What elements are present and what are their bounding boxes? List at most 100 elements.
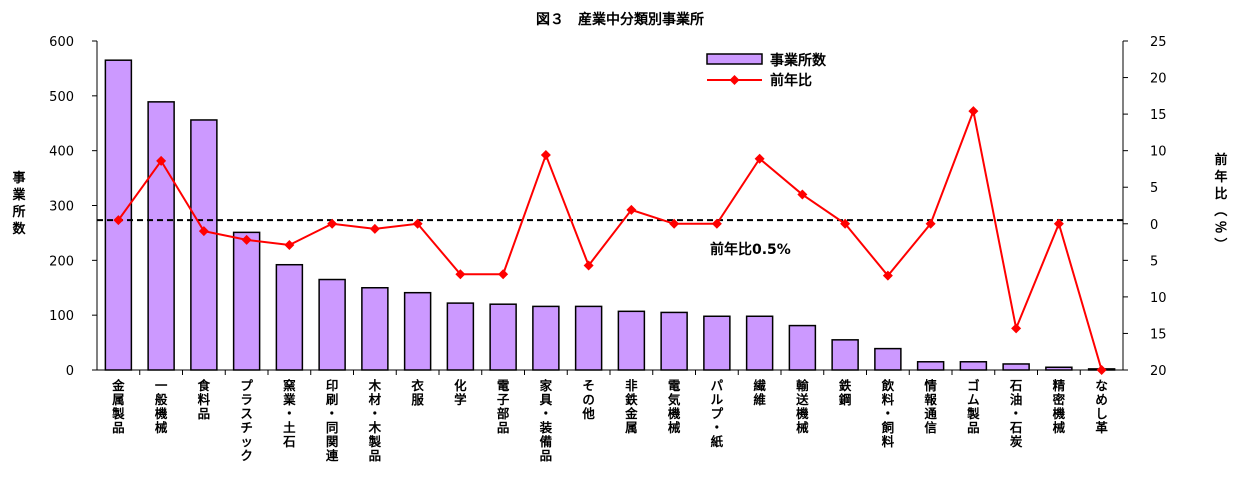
category-label-char: 部: [497, 406, 510, 421]
category-label-char: プ: [240, 378, 253, 393]
category-label-char: 木: [368, 420, 382, 435]
category-label-char: 属: [112, 392, 125, 407]
legend-label-bars: 事業所数: [770, 52, 827, 69]
right-tick-label: 10: [1150, 291, 1167, 306]
category-label-char: 密: [1052, 392, 1066, 407]
left-axis-label-char: 事: [12, 170, 25, 186]
category-label-char: 刷: [326, 392, 339, 407]
category-label-char: 品: [497, 420, 510, 435]
reference-line-group: 前年比0.5%: [97, 219, 1123, 258]
left-axis-label-char: 数: [12, 221, 26, 237]
line-point: [626, 204, 637, 215]
chart-title: 図３ 産業中分類別事業所: [536, 11, 704, 28]
category-label-char: 石: [282, 434, 296, 449]
left-tick-label: 200: [49, 254, 74, 269]
right-tick-label: 15: [1150, 108, 1167, 123]
category-label-char: 化: [454, 378, 467, 393]
category-label-char: 信: [924, 420, 937, 435]
line-point: [1053, 218, 1064, 229]
category-label-char: チ: [240, 420, 253, 435]
right-axis-label-char: 前: [1214, 152, 1227, 168]
category-label-char: 革: [1095, 420, 1108, 435]
category-label: 家具・装備品: [538, 378, 553, 463]
right-tick-label: 10: [1150, 145, 1167, 160]
category-label-char: 石: [1009, 420, 1023, 435]
bar: [532, 305, 560, 371]
category-label: 化学: [454, 378, 467, 407]
right-tick-label: 5: [1150, 181, 1158, 196]
category-label-char: 品: [967, 420, 980, 435]
bar: [318, 278, 346, 371]
category-label-char: ・: [880, 407, 895, 420]
category-label-char: 窯: [283, 378, 296, 393]
category-label-char: 械: [668, 420, 681, 435]
category-label-char: 子: [497, 392, 510, 407]
category-label-char: 精: [1053, 378, 1066, 393]
line-point: [412, 218, 423, 229]
category-label-char: 製: [368, 434, 382, 449]
category-label-char: 一: [155, 378, 168, 393]
category-label-char: 木: [368, 378, 382, 393]
category-label-char: 料: [198, 392, 211, 407]
bar: [489, 303, 517, 371]
left-tick-label: 0: [66, 364, 74, 379]
line-point: [369, 223, 380, 234]
category-label-char: 炭: [1010, 434, 1023, 449]
category-label-char: の: [582, 392, 595, 407]
category-label-char: 械: [155, 420, 168, 435]
category-label: 印刷・同関連: [324, 378, 339, 463]
category-label-char: ・: [1008, 407, 1023, 420]
category-label-char: 材: [368, 392, 382, 407]
category-label-char: 電: [497, 378, 510, 393]
bar: [959, 361, 988, 371]
category-label-char: め: [1095, 392, 1108, 407]
category-label-char: 油: [1010, 392, 1023, 407]
category-label-char: ル: [711, 392, 724, 407]
category-label-char: 金: [624, 406, 638, 421]
category-label-char: 具: [539, 392, 553, 407]
legend-marker-line: [729, 75, 740, 85]
category-label-char: 金: [111, 378, 125, 393]
line-point: [455, 269, 466, 280]
category-label-char: ス: [240, 406, 253, 421]
bar: [190, 119, 218, 371]
line-point: [113, 215, 124, 226]
reference-line-label: 前年比0.5%: [710, 241, 791, 258]
line-point: [968, 106, 979, 117]
category-label-char: 飲: [881, 378, 895, 393]
left-axis-label-char: 所: [12, 204, 25, 220]
category-label-char: 家: [540, 378, 553, 393]
category-label: 窯業・土石: [281, 378, 296, 449]
category-label-char: プ: [711, 406, 724, 421]
category-label-char: 業: [282, 392, 296, 407]
right-axis-label-char: ）: [1212, 237, 1228, 250]
line-point: [327, 218, 338, 229]
category-label: 石油・石炭: [1008, 378, 1023, 449]
category-label-char: な: [1095, 378, 1108, 393]
category-label-char: ム: [967, 392, 980, 407]
category-label-char: 鋼: [838, 392, 852, 407]
bar: [403, 291, 432, 371]
category-label-char: ・: [281, 407, 296, 420]
category-label-char: 維: [753, 392, 766, 407]
category-label-char: 機: [1053, 406, 1066, 421]
line-point: [241, 234, 252, 245]
category-label-char: 装: [539, 420, 553, 435]
right-tick-label: 15: [1150, 327, 1167, 342]
line-point: [711, 218, 722, 229]
line-point: [540, 150, 551, 161]
right-axis-label-char: ％: [1212, 220, 1227, 233]
category-label-char: 料: [882, 434, 895, 449]
left-axis-label-char: 業: [11, 187, 26, 203]
line-point: [882, 270, 893, 281]
category-label-char: 繊: [753, 378, 766, 393]
category-label-char: ・: [709, 421, 724, 434]
category-label-char: 報: [924, 392, 937, 407]
line-point: [669, 218, 680, 229]
